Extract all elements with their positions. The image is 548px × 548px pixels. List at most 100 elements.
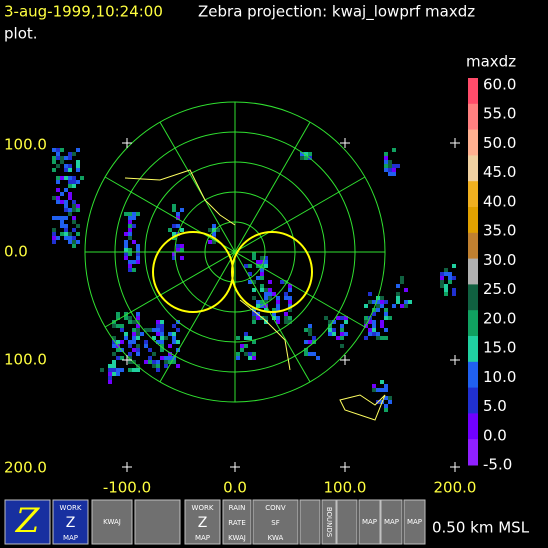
radar-echo: [128, 228, 132, 232]
button-face: [358, 499, 381, 545]
island-outline: [124, 169, 386, 421]
radar-echo: [160, 344, 164, 348]
radar-echo: [52, 148, 56, 152]
radar-echo: [156, 364, 160, 368]
radar-echo: [308, 324, 312, 328]
toolbar-button[interactable]: [336, 499, 358, 545]
radar-echo: [388, 164, 392, 168]
radar-echo: [212, 240, 216, 244]
radar-echo: [72, 180, 76, 184]
radar-echo: [392, 172, 396, 176]
radar-echo: [76, 148, 80, 152]
toolbar-button[interactable]: MAP: [380, 499, 403, 545]
colorbar-swatch: [468, 181, 478, 208]
radar-echo: [180, 208, 184, 212]
radar-echo: [376, 308, 380, 312]
radar-echo: [112, 352, 116, 356]
radar-echo: [180, 244, 184, 248]
radar-echo: [164, 336, 168, 340]
radar-echo: [128, 216, 132, 220]
toolbar-button[interactable]: CONV SF KWA: [252, 499, 299, 545]
radar-echo: [392, 168, 396, 172]
radar-echo: [56, 196, 60, 200]
radar-echo: [268, 280, 272, 284]
radar-echo: [112, 368, 116, 372]
radar-echo: [132, 348, 136, 352]
radar-echo: [64, 156, 68, 160]
radar-echo: [152, 360, 156, 364]
toolbar-button[interactable]: MAP: [358, 499, 381, 545]
radar-echo: [268, 296, 272, 300]
radar-echo: [128, 340, 132, 344]
radar-echo: [272, 312, 276, 316]
radar-echo: [252, 256, 256, 260]
radar-echo: [400, 276, 404, 280]
radar-echo: [68, 232, 72, 236]
toolbar-button[interactable]: WORK Z MAP: [184, 499, 221, 545]
button-face: [403, 499, 426, 545]
radar-echo: [112, 324, 116, 328]
radar-echo: [124, 248, 128, 252]
radar-echo: [448, 272, 452, 276]
radar-echo: [128, 224, 132, 228]
toolbar-button[interactable]: KWAJ: [91, 499, 133, 545]
toolbar-button[interactable]: RAIN RATE KWAJ: [222, 499, 252, 545]
radar-echo: [56, 180, 60, 184]
toolbar-button[interactable]: WORK Z MAP: [52, 499, 89, 545]
radar-plot: [52, 101, 456, 421]
radar-echo: [284, 316, 288, 320]
button-label: Z: [198, 515, 208, 531]
radar-echo: [52, 228, 56, 232]
button-label: RAIN: [229, 504, 246, 512]
radar-echo: [304, 340, 308, 344]
button-label: KWA: [268, 534, 284, 542]
colorbar-label: 35.0: [483, 222, 516, 240]
radar-echo: [136, 332, 140, 336]
radar-echo: [340, 332, 344, 336]
radar-echo: [444, 292, 448, 296]
button-label: MAP: [407, 518, 422, 526]
radar-echo: [168, 344, 172, 348]
button-face: [4, 499, 51, 545]
colorbar-swatch: [468, 336, 478, 363]
radar-echo: [176, 224, 180, 228]
radar-echo: [180, 256, 184, 260]
toolbar-button[interactable]: MAP: [403, 499, 426, 545]
radar-echo: [260, 276, 264, 280]
radar-echo: [76, 160, 80, 164]
radar-echo: [372, 384, 376, 388]
colorbar-swatch: [468, 232, 478, 260]
toolbar-button[interactable]: [299, 499, 321, 545]
toolbar-button[interactable]: BOUNDS: [321, 499, 337, 545]
toolbar-button[interactable]: Z: [4, 499, 51, 545]
radar-echo: [116, 372, 120, 376]
radar-echo: [136, 212, 140, 216]
radar-echo: [340, 344, 344, 348]
radar-echo: [444, 272, 448, 276]
radar-echo: [388, 160, 392, 164]
radar-echo: [100, 368, 104, 372]
button-face: [52, 499, 89, 545]
radar-echo: [248, 264, 252, 268]
radar-echo: [216, 228, 220, 232]
radar-echo: [68, 156, 72, 160]
radar-echo: [276, 316, 280, 320]
radar-echo: [132, 368, 136, 372]
radar-echo: [136, 260, 140, 264]
radar-echo: [252, 352, 256, 356]
radar-echo: [272, 316, 276, 320]
button-label: MAP: [362, 518, 377, 526]
button-label: KWAJ: [103, 518, 121, 526]
radar-echo: [364, 320, 368, 324]
radar-echo: [384, 328, 388, 332]
radar-echo: [128, 344, 132, 348]
radar-echo: [116, 324, 120, 328]
title-continued: plot.: [4, 25, 38, 43]
radar-echo: [268, 292, 272, 296]
radar-echo: [440, 276, 444, 280]
radar-echo: [384, 408, 388, 412]
radar-echo: [376, 300, 380, 304]
radar-echo: [276, 308, 280, 312]
radar-echo: [52, 232, 56, 236]
toolbar-button[interactable]: [134, 499, 181, 545]
